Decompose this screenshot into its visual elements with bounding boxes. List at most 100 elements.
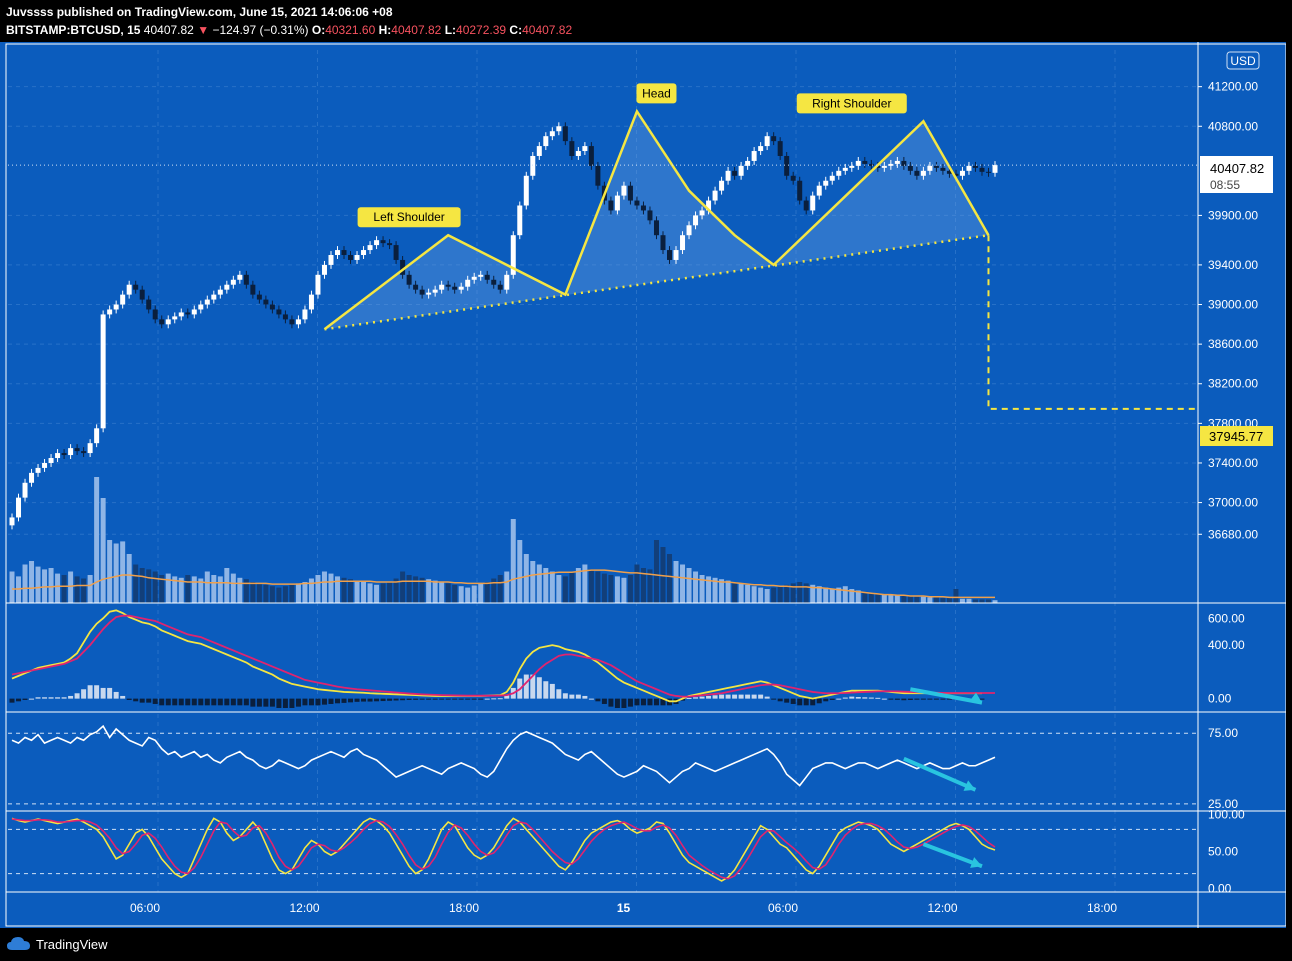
volume-bar (139, 568, 145, 603)
macd-histogram-bar (491, 698, 497, 700)
candle-body (901, 160, 907, 166)
macd-histogram-bar (777, 698, 783, 702)
volume-bar (536, 564, 542, 603)
candle-body (686, 225, 692, 236)
volume-bar (588, 569, 594, 603)
candle-body (829, 175, 835, 181)
tradingview-logo[interactable]: TradingView (6, 936, 108, 952)
macd-histogram-bar (159, 698, 165, 706)
macd-histogram-bar (725, 694, 731, 699)
rsi-tick-label: 75.00 (1208, 726, 1238, 740)
volume-bar (712, 577, 718, 603)
macd-histogram-bar (263, 698, 269, 707)
stoch-k-line (11, 817, 996, 882)
price-tick-label: 38200.00 (1208, 377, 1258, 391)
candle-body (439, 284, 445, 290)
macd-histogram-bar (790, 698, 796, 704)
macd-histogram-bar (198, 698, 204, 706)
volume-bar (849, 589, 855, 603)
candle-body (569, 141, 575, 156)
volume-bar (269, 586, 275, 603)
label-text: Head (642, 86, 671, 100)
volume-bar (315, 575, 321, 603)
candle-body (972, 165, 978, 168)
volume-bar (914, 596, 920, 603)
macd-histogram-bar (504, 695, 510, 699)
volume-bar (777, 586, 783, 603)
volume-bar (797, 582, 803, 603)
macd-histogram-bar (237, 698, 243, 706)
candle-body (491, 279, 497, 285)
candle-body (315, 274, 321, 295)
macd-histogram-bar (16, 698, 22, 702)
stochastic-pane (8, 817, 1198, 882)
volume-bar (745, 584, 751, 603)
volume-bar (549, 571, 555, 603)
candle-body (159, 319, 165, 325)
macd-histogram-bar (113, 691, 119, 699)
time-tick-label: 06:00 (130, 901, 160, 915)
stoch-d-line (11, 818, 996, 880)
volume-bar (276, 587, 282, 603)
candle-body (888, 163, 894, 166)
label-box (636, 83, 677, 104)
volume-bar (61, 575, 67, 603)
macd-histogram-bar (334, 698, 340, 704)
macd-histogram-bar (784, 698, 790, 703)
macd-histogram-bar (920, 698, 926, 700)
volume-bar (361, 582, 367, 603)
macd-tick-label: 400.00 (1208, 638, 1245, 652)
macd-histogram-bar (719, 694, 725, 699)
pattern-label: Left Shoulder (357, 207, 461, 228)
volume-bar (159, 575, 165, 603)
stoch-tick-label: 0.00 (1208, 881, 1232, 895)
macd-histogram-bar (387, 698, 393, 701)
volume-bar (907, 596, 913, 603)
macd-histogram-bar (797, 698, 803, 706)
volume-bar (243, 579, 249, 603)
volume-bar (706, 576, 712, 603)
candle-body (204, 299, 210, 305)
volume-bar (640, 568, 646, 603)
candle-body (660, 235, 666, 251)
candle-body (113, 304, 119, 310)
symbol-label[interactable]: BITSTAMP:BTCUSD, 15 (6, 23, 141, 37)
volume-bar (504, 571, 510, 603)
macd-histogram-bar (289, 698, 295, 708)
currency-badge[interactable]: USD (1226, 51, 1260, 70)
candle-body (862, 160, 868, 164)
volume-bar (634, 564, 640, 603)
candle-body (992, 165, 998, 173)
candle-body (907, 165, 913, 171)
candle-body (549, 131, 555, 137)
candle-body (328, 255, 334, 265)
volume-bar (387, 582, 393, 603)
macd-histogram-bar (530, 674, 536, 699)
volume-bar (9, 571, 15, 603)
volume-bar (992, 600, 998, 603)
volume-bar (250, 582, 256, 603)
candle-body (634, 200, 640, 206)
rsi-tick-label: 25.00 (1208, 797, 1238, 811)
volume-bar (543, 568, 549, 603)
candle-body (74, 448, 80, 452)
macd-histogram-bar (413, 698, 419, 700)
pattern-line (323, 108, 990, 331)
candle-body (732, 170, 738, 176)
macd-histogram-bar (217, 698, 223, 706)
volume-bar (152, 571, 158, 603)
candle-body (217, 289, 223, 295)
candle-body (673, 250, 679, 260)
macd-histogram-bar (100, 687, 106, 699)
macd-histogram-bar (894, 698, 900, 700)
candle-body (784, 155, 790, 176)
chart-canvas[interactable]: 41200.00 40800.00 39900.00 39400.00 39000.00… (0, 42, 1292, 928)
stoch-tick-label: 50.00 (1208, 845, 1238, 859)
macd-histogram-bar (523, 674, 529, 699)
candle-body (693, 215, 699, 226)
candle-body (68, 448, 74, 456)
candle-body (367, 245, 373, 251)
candle-body (224, 284, 230, 290)
macd-histogram-bar (354, 698, 360, 702)
price-tick-label: 41200.00 (1208, 80, 1258, 94)
